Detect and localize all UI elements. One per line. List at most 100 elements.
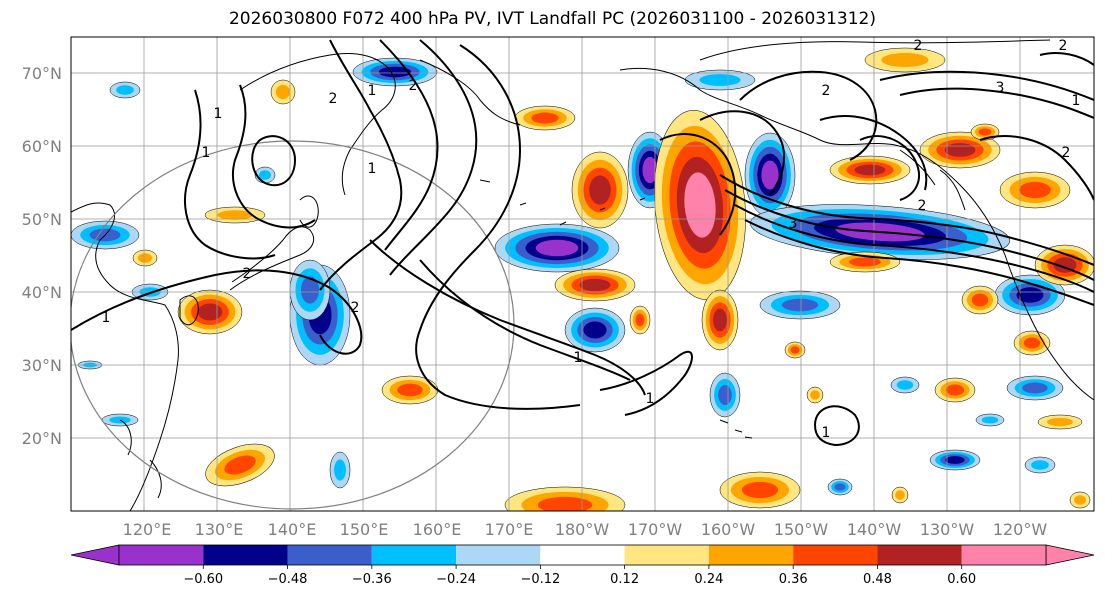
longitude-label: 170°W xyxy=(628,520,683,539)
latitude-label: 50°N xyxy=(22,210,62,229)
colorbar-tick-label: −0.12 xyxy=(520,572,560,587)
pv-anomaly-region xyxy=(854,164,886,176)
colorbar-extend-min xyxy=(70,544,120,566)
pv-anomaly-region xyxy=(718,385,732,405)
colorbar-segment xyxy=(371,545,457,565)
latitude-labels: 70°N 60°N 50°N 40°N 30°N 20°N xyxy=(22,64,62,448)
colorbar-segment xyxy=(287,545,372,565)
pv-anomaly-region xyxy=(589,175,611,205)
colorbar-extend-max xyxy=(1045,544,1095,566)
pv-anomaly-region xyxy=(197,303,223,321)
pv-anomaly-region xyxy=(684,172,716,238)
pv-anomaly-region xyxy=(790,346,800,354)
contour-label: 2 xyxy=(1059,38,1068,54)
pv-anomaly-region xyxy=(849,257,881,267)
pv-anomaly-region xyxy=(1023,337,1041,349)
longitude-label: 140°E xyxy=(268,520,317,539)
pv-anomaly-region xyxy=(1022,382,1048,394)
pv-anomaly-region xyxy=(397,383,423,397)
pv-anomaly-region xyxy=(971,293,989,307)
pv-anomaly-region xyxy=(945,384,965,396)
pv-anomaly-region xyxy=(1016,287,1044,303)
pv-anomaly-region xyxy=(535,239,579,257)
pv-anomaly-region xyxy=(1031,460,1049,470)
colorbar-frame xyxy=(118,544,1047,566)
longitude-label: 130°E xyxy=(195,520,244,539)
pv-anomaly-region xyxy=(896,380,914,390)
contour-label: 1 xyxy=(368,161,377,177)
contour-label: 2 xyxy=(918,198,927,214)
contour-label: 2 xyxy=(329,91,338,107)
contour-label: 2 xyxy=(243,266,252,282)
pv-anomaly-region xyxy=(741,481,779,499)
contour-label: 1 xyxy=(646,391,655,407)
pv-anomaly-region xyxy=(334,459,346,481)
pv-anomaly-region xyxy=(217,210,253,220)
pv-anomaly-region xyxy=(834,483,846,491)
colorbar-segment xyxy=(119,545,204,565)
pv-anomaly-region xyxy=(981,416,999,424)
pv-anomaly-region xyxy=(881,52,929,68)
longitude-label: 120°W xyxy=(993,520,1048,539)
contour-label: 1 xyxy=(214,106,223,122)
colorbar-tick-label: 0.24 xyxy=(694,572,723,587)
pv-anomaly-region xyxy=(635,313,645,327)
contour-label: 1 xyxy=(368,83,377,99)
longitude-labels: 120°E 130°E 140°E 150°E 160°E 170°E 180°W 170°W… xyxy=(123,520,1048,539)
pv-anomaly-region xyxy=(275,84,291,100)
graticule xyxy=(71,37,1094,511)
colorbar-tick-label: 0.36 xyxy=(779,572,808,587)
colorbar-tick-label: −0.60 xyxy=(183,572,223,587)
map-content xyxy=(71,37,1094,511)
contour-label: 2 xyxy=(914,38,923,54)
pv-anomaly-region xyxy=(761,160,779,190)
pv-anomaly-region xyxy=(537,496,593,511)
longitude-label: 150°W xyxy=(774,520,829,539)
pv-anomaly-region xyxy=(642,156,658,184)
colorbar-segment xyxy=(708,545,794,565)
latitude-label: 70°N xyxy=(22,64,62,83)
colorbar-tick-label: 0.48 xyxy=(863,572,892,587)
colorbar-segment xyxy=(961,545,1046,565)
map-frame xyxy=(70,36,1095,512)
latitude-label: 60°N xyxy=(22,137,62,156)
colorbar-tick-label: −0.48 xyxy=(268,572,308,587)
latitude-label: 30°N xyxy=(22,356,62,375)
contour-labels: 1 2 1 2 1 1 2 1 2 1 2 3 2 1 2 3 2 2 1 1 xyxy=(102,38,1081,441)
pv-anomaly-region xyxy=(116,85,134,95)
pv-anomaly-region xyxy=(944,143,976,157)
colorbar-tick-label: 0.12 xyxy=(610,572,639,587)
contour-label: 1 xyxy=(822,425,831,441)
colorbar-tick-label: −0.36 xyxy=(352,572,392,587)
pv-anomaly-fills xyxy=(71,47,1094,511)
contour-label: 1 xyxy=(1072,93,1081,109)
colorbar: −0.60 −0.48 −0.36 −0.24 −0.12 0.12 0.24 0.36 0.4… xyxy=(70,544,1095,587)
colorbar-segment xyxy=(540,545,625,565)
longitude-label: 170°E xyxy=(485,520,534,539)
pv-anomaly-region xyxy=(810,390,820,400)
pv-anomaly-region xyxy=(378,66,412,78)
pv-anomaly-region xyxy=(713,308,727,332)
pv-anomaly-region xyxy=(781,298,819,312)
longitude-label: 140°W xyxy=(847,520,902,539)
pv-anomaly-region xyxy=(1047,417,1073,427)
colorbar-tick-label: 0.60 xyxy=(947,572,976,587)
latitude-label: 20°N xyxy=(22,429,62,448)
contour-label: 3 xyxy=(789,216,798,232)
longitude-label: 160°W xyxy=(701,520,756,539)
contour-label: 2 xyxy=(409,78,418,94)
colorbar-segment xyxy=(793,545,878,565)
contour-label: 2 xyxy=(1062,145,1071,161)
contour-label: 3 xyxy=(996,80,1005,96)
pv-anomaly-region xyxy=(259,170,271,180)
longitude-label: 150°E xyxy=(340,520,389,539)
colorbar-tick-label: −0.24 xyxy=(436,572,476,587)
pv-anomaly-region xyxy=(699,74,741,86)
pv-anomaly-region xyxy=(137,253,153,263)
contour-label: 1 xyxy=(202,145,211,161)
pv-anomaly-region xyxy=(945,456,965,464)
pv-anomaly-region xyxy=(895,490,905,500)
contour-label: 1 xyxy=(102,310,111,326)
pv-anomaly-region xyxy=(583,321,607,339)
